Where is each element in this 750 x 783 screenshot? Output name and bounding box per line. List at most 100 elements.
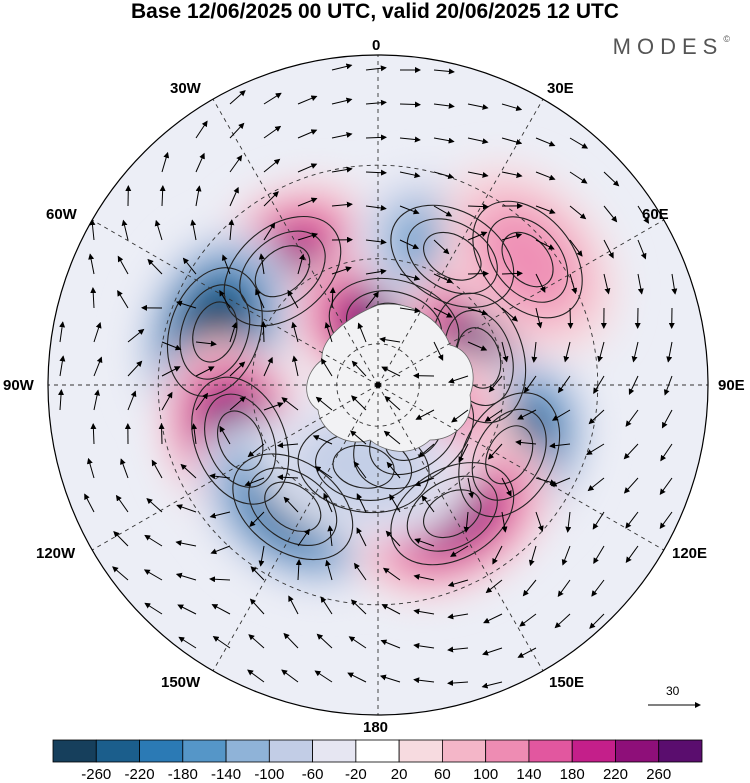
wind-vector	[258, 253, 265, 275]
colorbar-label: 20	[390, 766, 408, 783]
wind-vector	[467, 477, 475, 499]
colorbar-swatch	[355, 739, 400, 763]
wind-vector	[121, 219, 129, 241]
contour-G-1	[204, 393, 277, 488]
wind-vector	[447, 579, 469, 588]
wind-vector	[348, 636, 367, 649]
wind-vector	[229, 361, 246, 377]
wind-vector	[209, 511, 231, 519]
wind-vector	[331, 97, 353, 105]
wind-vectors	[58, 63, 678, 689]
wind-vector	[228, 219, 235, 241]
wind-vector	[354, 562, 367, 581]
contour-L-2	[332, 444, 395, 489]
wind-vector	[175, 540, 197, 547]
wind-vector	[59, 321, 66, 343]
wind-vector	[592, 511, 605, 530]
wind-vector	[557, 579, 571, 598]
wind-vector	[195, 185, 202, 207]
wind-vector	[660, 443, 673, 462]
wind-vector	[195, 340, 217, 347]
map-disc	[48, 55, 708, 715]
wind-vector	[501, 103, 523, 112]
wind-vector	[297, 129, 318, 139]
wind-vector	[154, 219, 163, 241]
contour-A-0	[223, 215, 342, 327]
colorbar-swatch	[52, 739, 97, 763]
wind-vector	[523, 375, 537, 394]
wind-vector	[399, 239, 420, 250]
colorbar-label: 180	[559, 766, 585, 783]
wind-vector	[277, 442, 299, 449]
wind-vector	[229, 90, 246, 105]
colorbar-swatch	[398, 739, 443, 763]
wind-vector	[353, 461, 367, 479]
wind-vector	[501, 137, 523, 145]
wind-vector	[143, 569, 163, 581]
wind-vector	[623, 443, 639, 460]
wind-vector	[569, 205, 587, 220]
wind-vector	[281, 669, 299, 683]
wind-vector	[603, 239, 614, 259]
wind-vector	[623, 477, 639, 494]
wind-vector	[659, 511, 673, 530]
colorbar-label: -220	[124, 766, 155, 783]
map-title: Base 12/06/2025 00 UTC, valid 20/06/2025…	[131, 0, 619, 23]
wind-vector	[447, 613, 469, 620]
wind-vector	[93, 389, 100, 411]
meridian	[377, 219, 665, 386]
colorbar-swatch	[441, 739, 487, 763]
lon-label-180: 180	[363, 719, 389, 736]
wind-vector	[399, 273, 421, 281]
wind-vector	[567, 307, 574, 329]
wind-vector	[112, 566, 129, 581]
wind-vector	[357, 322, 367, 343]
wind-vector	[433, 273, 454, 284]
wind-vector	[211, 604, 231, 615]
wind-vector	[283, 632, 299, 649]
wind-vector	[383, 430, 401, 445]
wind-vector	[89, 219, 96, 241]
wind-vector	[448, 375, 469, 384]
wind-vector	[379, 336, 401, 343]
colorbar-label: 140	[516, 766, 542, 783]
colorbar-label: 60	[434, 766, 451, 783]
wind-vector	[389, 493, 401, 513]
wind-vector	[263, 158, 281, 173]
wind-vector	[381, 366, 401, 377]
wind-vector	[365, 204, 387, 211]
wind-vector	[212, 636, 231, 649]
wind-vector	[515, 439, 537, 446]
wind-vector	[331, 201, 353, 208]
wind-vector	[603, 273, 611, 295]
wind-vector	[209, 473, 231, 480]
wind-vector	[329, 287, 336, 309]
wind-vector	[350, 430, 367, 445]
wind-vector	[414, 477, 435, 487]
wind-vector	[399, 101, 421, 108]
wind-vector	[663, 375, 673, 396]
colorbar-swatch	[485, 739, 530, 763]
wind-vector	[147, 258, 163, 275]
wind-vector	[297, 95, 318, 105]
colorbar-swatch	[615, 739, 660, 763]
wind-vector	[324, 321, 333, 343]
wind-vector	[117, 255, 129, 275]
wind-vector	[365, 99, 387, 106]
wind-vector	[117, 290, 129, 309]
wind-vector	[535, 239, 555, 250]
colorbar-swatch	[312, 739, 357, 763]
wind-vector	[320, 596, 333, 615]
wind-vector	[447, 680, 469, 687]
contour-G-2	[217, 410, 264, 471]
wind-vector	[501, 232, 523, 241]
wind-vector	[433, 341, 444, 361]
colorbar-label: 220	[602, 766, 628, 783]
wind-vector	[219, 289, 231, 309]
wind-vector	[659, 477, 673, 496]
wind-vector	[501, 477, 512, 497]
wind-vector	[351, 360, 367, 377]
wind-vector	[501, 171, 523, 178]
wind-vector	[263, 356, 273, 377]
wind-vector	[260, 321, 267, 343]
